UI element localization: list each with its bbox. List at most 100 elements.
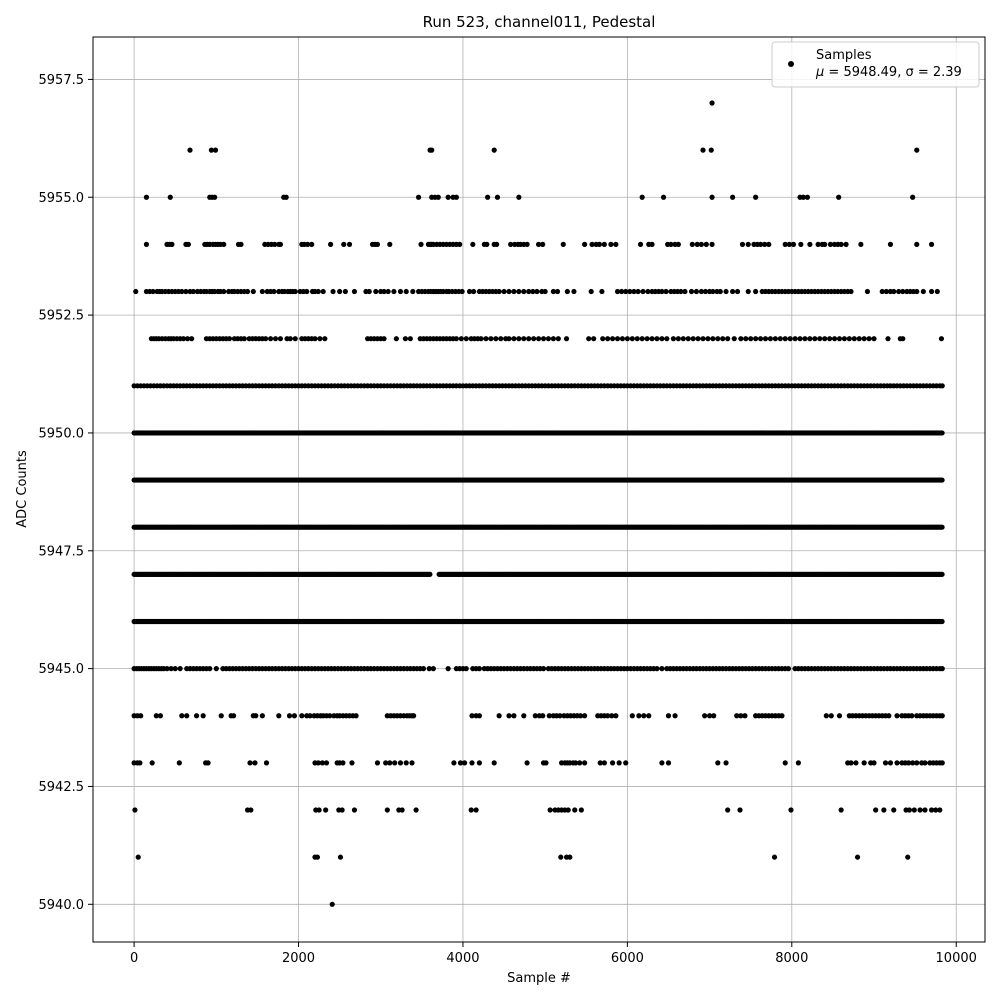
legend-sigma-sep: , σ = <box>897 65 933 80</box>
data-point <box>851 336 857 342</box>
data-point <box>675 241 681 247</box>
data-point <box>150 288 156 295</box>
data-point <box>292 288 298 295</box>
data-point <box>910 760 916 766</box>
data-point <box>384 807 390 813</box>
data-point <box>373 288 379 295</box>
data-point <box>787 336 793 342</box>
data-point <box>703 241 709 247</box>
data-point <box>616 760 622 766</box>
data-point <box>883 288 889 295</box>
data-point <box>786 241 792 247</box>
data-point <box>543 760 549 766</box>
data-point <box>272 336 279 342</box>
data-point <box>478 336 484 342</box>
data-point <box>822 336 828 342</box>
data-point <box>397 760 404 766</box>
data-point <box>624 336 630 342</box>
data-point <box>458 336 464 342</box>
data-point <box>532 713 538 719</box>
data-point <box>526 336 532 342</box>
data-point <box>323 807 329 813</box>
data-point <box>717 288 723 295</box>
data-point <box>143 194 150 200</box>
data-point <box>709 194 715 200</box>
data-point <box>772 336 778 342</box>
data-point <box>914 241 920 247</box>
legend-mu-value: 5948.49 <box>843 65 897 80</box>
data-point <box>133 288 139 295</box>
data-point <box>493 336 499 342</box>
data-point <box>619 288 625 295</box>
data-point <box>415 194 422 200</box>
data-point <box>349 760 355 766</box>
data-point <box>599 288 605 295</box>
data-point <box>272 241 278 247</box>
data-point <box>698 288 704 295</box>
y-tick-label: 5955.0 <box>39 191 85 206</box>
data-point <box>546 713 552 719</box>
data-point <box>277 336 284 342</box>
data-point <box>309 241 315 247</box>
data-point <box>153 713 159 719</box>
data-point <box>185 241 191 247</box>
data-point <box>881 807 887 813</box>
data-point <box>387 241 393 247</box>
data-point <box>577 713 584 719</box>
data-point <box>711 713 717 719</box>
data-point <box>316 807 322 813</box>
data-point <box>304 241 311 247</box>
data-point <box>494 241 500 247</box>
data-point <box>614 288 621 295</box>
data-point <box>812 336 818 342</box>
data-point <box>466 288 473 295</box>
data-point <box>879 288 885 295</box>
data-point <box>427 571 433 577</box>
data-point <box>221 288 227 295</box>
data-point <box>641 713 647 719</box>
data-point <box>353 713 359 719</box>
data-point <box>920 288 926 295</box>
data-point <box>934 288 940 295</box>
data-point <box>429 147 435 153</box>
data-point <box>856 336 862 342</box>
data-point <box>137 760 143 766</box>
data-point <box>939 524 945 530</box>
data-point <box>762 336 769 342</box>
data-point <box>473 807 479 813</box>
data-point <box>457 241 463 247</box>
data-point <box>132 807 138 813</box>
data-point <box>693 288 700 295</box>
data-point <box>609 713 615 719</box>
data-point <box>205 760 211 766</box>
data-point <box>654 666 660 672</box>
data-point <box>894 760 900 766</box>
data-point <box>690 336 696 342</box>
data-point <box>524 241 530 247</box>
data-point <box>785 666 792 672</box>
data-point <box>710 336 716 342</box>
data-point <box>445 194 451 200</box>
data-point <box>623 760 629 766</box>
data-point <box>753 194 759 200</box>
data-point <box>782 336 788 342</box>
data-point <box>582 713 588 719</box>
data-point <box>184 713 190 719</box>
data-point <box>184 336 191 342</box>
data-point <box>545 336 552 342</box>
data-point <box>577 760 583 766</box>
data-point <box>800 194 806 200</box>
data-point <box>937 807 943 813</box>
data-point <box>238 241 244 247</box>
data-point <box>659 288 665 295</box>
data-point <box>560 241 566 247</box>
data-point <box>894 713 900 719</box>
data-point <box>342 288 348 295</box>
data-point <box>900 288 906 295</box>
data-point <box>468 807 474 813</box>
data-point <box>702 288 709 295</box>
data-point <box>664 336 670 342</box>
data-point <box>911 807 917 813</box>
data-point <box>469 713 475 719</box>
data-point <box>623 288 629 295</box>
